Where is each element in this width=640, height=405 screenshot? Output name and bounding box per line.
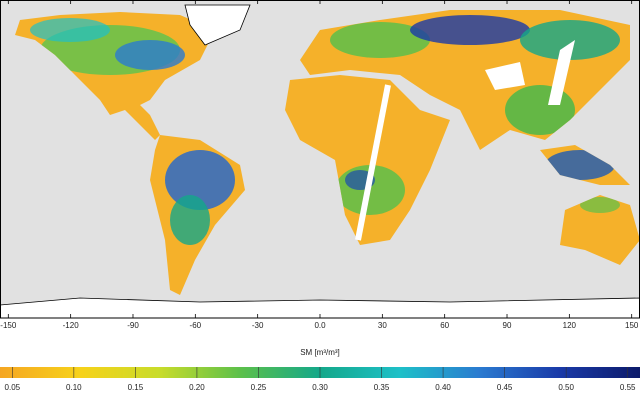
- x-tick-label: -120: [63, 321, 80, 330]
- x-tick-label: 0.0: [314, 321, 326, 330]
- no-data-area: [485, 62, 525, 90]
- x-tick-label: -90: [127, 321, 139, 330]
- colorbar-tick-label: 0.55: [620, 383, 636, 392]
- colorbar-tick-label: 0.45: [497, 383, 513, 392]
- x-tick-label: -60: [190, 321, 202, 330]
- colorbar-tick-label: 0.10: [66, 383, 82, 392]
- x-tick-label: 150: [625, 321, 639, 330]
- no-data-swath: [355, 84, 391, 241]
- colorbar-label: SM [m³/m³]: [300, 348, 340, 357]
- colorbar-tick-label: 0.30: [312, 383, 328, 392]
- x-tick-label: 60: [440, 321, 449, 330]
- x-tick-label: 30: [378, 321, 387, 330]
- colorbar-tick-label: 0.15: [128, 383, 144, 392]
- no-data-swath: [548, 40, 575, 105]
- colorbar-tick-label: 0.35: [374, 383, 390, 392]
- colorbar-tick-label: 0.05: [5, 383, 21, 392]
- colorbar-tick-label: 0.50: [558, 383, 574, 392]
- colorbar-tick-label: 0.20: [189, 383, 205, 392]
- colorbar-tick-label: 0.40: [435, 383, 451, 392]
- x-tick-label: -150: [0, 321, 17, 330]
- colorbar-tick-label: 0.25: [251, 383, 267, 392]
- x-tick-label: -30: [252, 321, 264, 330]
- x-tick-label: 90: [503, 321, 512, 330]
- greenland: [184, 4, 251, 46]
- x-tick-label: 120: [563, 321, 577, 330]
